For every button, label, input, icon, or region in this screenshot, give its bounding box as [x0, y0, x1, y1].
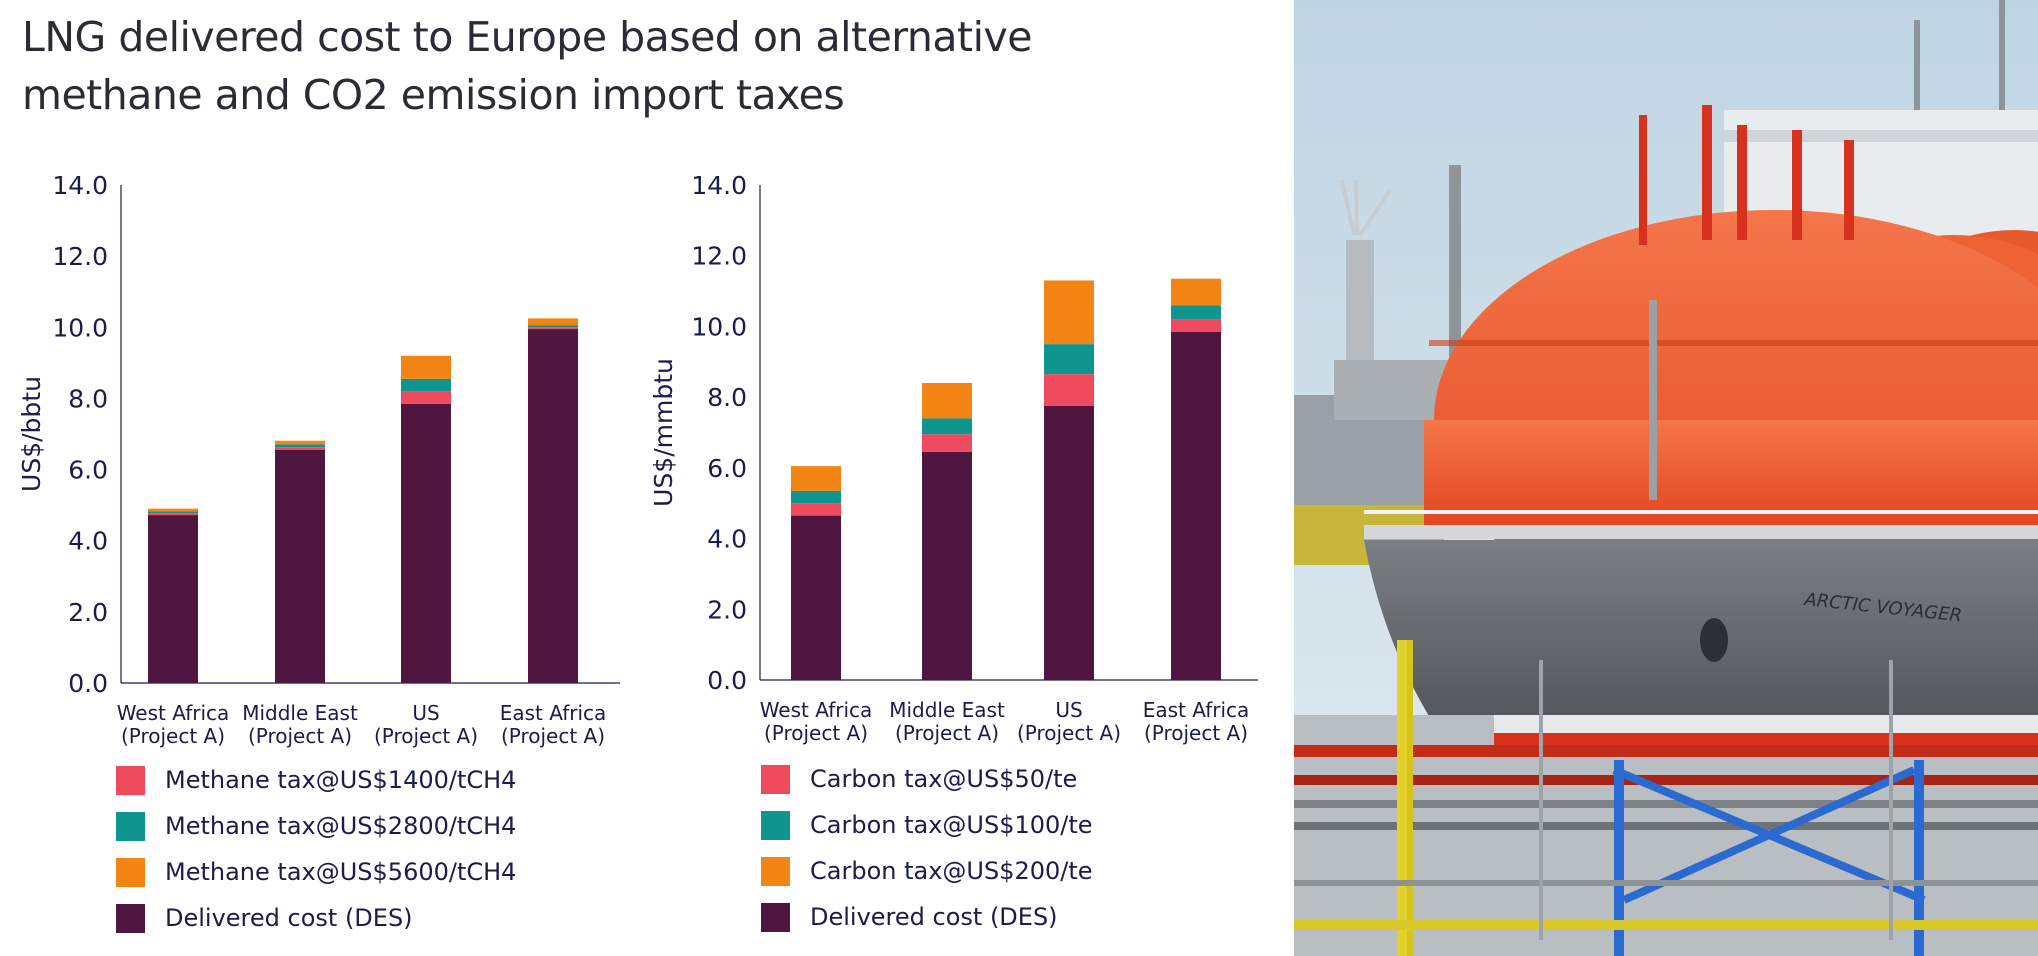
- x-tick-label: West Africa: [117, 701, 230, 725]
- bar-segment: [791, 490, 841, 504]
- bar-segment: [1044, 280, 1094, 345]
- bar-segment: [922, 383, 972, 419]
- bar-segment: [275, 444, 325, 448]
- legend-swatch: [761, 856, 790, 886]
- legend-swatch: [116, 857, 145, 887]
- legend-swatch: [116, 903, 145, 933]
- bar-segment: [401, 378, 451, 392]
- x-tick-label: East Africa: [500, 701, 607, 725]
- y-tick-label: 4.0: [707, 525, 747, 554]
- legend-label: Delivered cost (DES): [810, 903, 1058, 931]
- bar-segment: [275, 450, 325, 683]
- x-tick-label: (Project A): [121, 724, 225, 748]
- legend-label: Carbon tax@US$50/te: [810, 765, 1078, 793]
- bar-segment: [1171, 305, 1221, 320]
- y-tick-label: 0.0: [707, 666, 747, 695]
- bar-segment: [401, 403, 451, 683]
- legend-label: Carbon tax@US$100/te: [810, 811, 1093, 839]
- y-tick-label: 2.0: [707, 595, 747, 624]
- bar-segment: [1171, 278, 1221, 306]
- x-tick-label: (Project A): [764, 721, 868, 745]
- x-tick-label: US: [412, 701, 439, 725]
- legend-swatch: [116, 765, 145, 795]
- y-tick-label: 6.0: [707, 454, 747, 483]
- lng-tanker-illustration: ARCTIC VOYAGER: [1294, 0, 2038, 956]
- x-tick-label: (Project A): [1144, 721, 1248, 745]
- x-tick-label: (Project A): [895, 721, 999, 745]
- page-title-line-1: LNG delivered cost to Europe based on al…: [22, 13, 1033, 61]
- bar-segment: [922, 418, 972, 435]
- bar-segment: [275, 447, 325, 451]
- legend-swatch: [116, 811, 145, 841]
- legend-item: Methane tax@US$2800/tCH4: [116, 803, 516, 849]
- methane-tax-chart: 0.0 2.0 4.0 6.0 8.0 10.0 12.0 14.0 US$/bbtu West …: [17, 171, 620, 748]
- legend-swatch: [761, 902, 790, 932]
- bar-segment: [275, 440, 325, 445]
- legend-item: Carbon tax@US$200/te: [761, 848, 1093, 894]
- y-tick-label: 0.0: [68, 669, 108, 698]
- bar-segment: [401, 355, 451, 379]
- page-title: LNG delivered cost to Europe based on al…: [22, 8, 1252, 124]
- y-tick-label: 14.0: [52, 171, 108, 200]
- y-tick-label: 8.0: [707, 383, 747, 412]
- legend-item: Carbon tax@US$50/te: [761, 756, 1093, 802]
- legend-item: Delivered cost (DES): [761, 894, 1093, 940]
- x-tick-label: East Africa: [1143, 698, 1250, 722]
- legend-item: Delivered cost (DES): [116, 895, 516, 941]
- bar-segment: [1171, 319, 1221, 332]
- y-tick-label: 10.0: [52, 313, 108, 342]
- x-tick-label: (Project A): [374, 724, 478, 748]
- bar-segment: [1044, 344, 1094, 375]
- legend-swatch: [761, 810, 790, 840]
- x-tick-label: Middle East: [242, 701, 358, 725]
- carbon-tax-legend: Carbon tax@US$50/te Carbon tax@US$100/te C…: [761, 756, 1093, 940]
- bar-segment: [148, 515, 198, 683]
- bar-segment: [922, 434, 972, 452]
- bar-segment: [148, 513, 198, 516]
- x-tick-label: (Project A): [1017, 721, 1121, 745]
- bar-segment: [1044, 374, 1094, 406]
- bar-segment: [148, 508, 198, 512]
- bar-segment: [791, 515, 841, 680]
- legend-label: Carbon tax@US$200/te: [810, 857, 1093, 885]
- bar-segment: [401, 391, 451, 404]
- methane-tax-legend: Methane tax@US$1400/tCH4 Methane tax@US$2…: [116, 757, 516, 941]
- bar-segment: [1171, 331, 1221, 680]
- y-tick-label: 8.0: [68, 384, 108, 413]
- bar-segment: [528, 329, 578, 683]
- bar-segment: [528, 325, 578, 328]
- y-tick-label: 2.0: [68, 598, 108, 627]
- page-title-line-2: methane and CO2 emission import taxes: [22, 71, 845, 119]
- legend-swatch: [761, 764, 790, 794]
- legend-label: Delivered cost (DES): [165, 904, 413, 932]
- bar-segment: [148, 511, 198, 514]
- legend-item: Methane tax@US$5600/tCH4: [116, 849, 516, 895]
- lng-tanker-photo: ARCTIC VOYAGER: [1294, 0, 2038, 956]
- x-tick-label: Middle East: [889, 698, 1005, 722]
- legend-item: Methane tax@US$1400/tCH4: [116, 757, 516, 803]
- legend-label: Methane tax@US$5600/tCH4: [165, 858, 517, 886]
- legend-label: Methane tax@US$1400/tCH4: [165, 766, 517, 794]
- x-tick-label: West Africa: [760, 698, 873, 722]
- carbon-tax-chart: 0.0 2.0 4.0 6.0 8.0 10.0 12.0 14.0 US$/mmbtu West…: [649, 171, 1258, 745]
- bar-segment: [1044, 405, 1094, 680]
- x-tick-label: (Project A): [501, 724, 605, 748]
- y-tick-label: 4.0: [68, 527, 108, 556]
- bar-segment: [528, 318, 578, 326]
- y-tick-label: 6.0: [68, 456, 108, 485]
- y-tick-label: 12.0: [52, 242, 108, 271]
- legend-label: Methane tax@US$2800/tCH4: [165, 812, 517, 840]
- bar-segment: [922, 451, 972, 680]
- y-tick-label: 10.0: [691, 312, 747, 341]
- x-tick-label: US: [1055, 698, 1082, 722]
- y-axis-title: US$/bbtu: [17, 376, 46, 492]
- bar-segment: [528, 327, 578, 330]
- bar-segment: [791, 503, 841, 516]
- x-tick-label: (Project A): [248, 724, 352, 748]
- y-tick-label: 12.0: [691, 242, 747, 271]
- bar-segment: [791, 466, 841, 491]
- y-axis-title: US$/mmbtu: [649, 358, 678, 507]
- y-tick-label: 14.0: [691, 171, 747, 200]
- legend-item: Carbon tax@US$100/te: [761, 802, 1093, 848]
